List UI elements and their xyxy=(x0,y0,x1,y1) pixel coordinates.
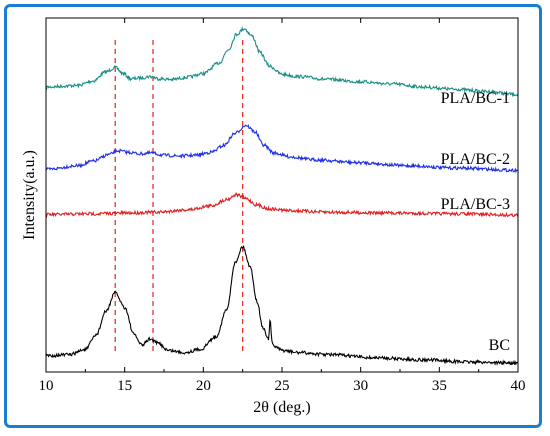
x-tick-label: 40 xyxy=(511,378,526,394)
series-label-4: BC xyxy=(489,337,510,354)
series-curves xyxy=(45,26,519,366)
series-label-3: PLA/BC-3 xyxy=(441,196,510,213)
x-tick-label: 10 xyxy=(39,378,54,394)
series-labels: PLA/BC-1 PLA/BC-2 PLA/BC-3 BC xyxy=(441,90,510,354)
y-axis-title: Intensity(a.u.) xyxy=(21,150,38,240)
chart-frame xyxy=(4,4,542,428)
series-line-2 xyxy=(45,124,519,174)
x-tick-label: 15 xyxy=(117,378,132,394)
series-label-1: PLA/BC-1 xyxy=(441,90,510,107)
reference-lines xyxy=(114,40,244,352)
x-axis-title: 2θ (deg.) xyxy=(253,399,310,416)
x-tick-label: 25 xyxy=(275,378,290,394)
x-tick-label: 20 xyxy=(196,378,211,394)
series-label-2: PLA/BC-2 xyxy=(441,151,510,168)
x-axis-ticks: 10 15 20 25 30 35 40 xyxy=(39,18,526,394)
series-line-3 xyxy=(45,191,519,219)
plot-area xyxy=(45,17,519,373)
x-tick-label: 30 xyxy=(353,378,368,394)
series-line-1 xyxy=(45,26,519,98)
series-line-4 xyxy=(45,245,519,366)
x-tick-label: 35 xyxy=(432,378,447,394)
